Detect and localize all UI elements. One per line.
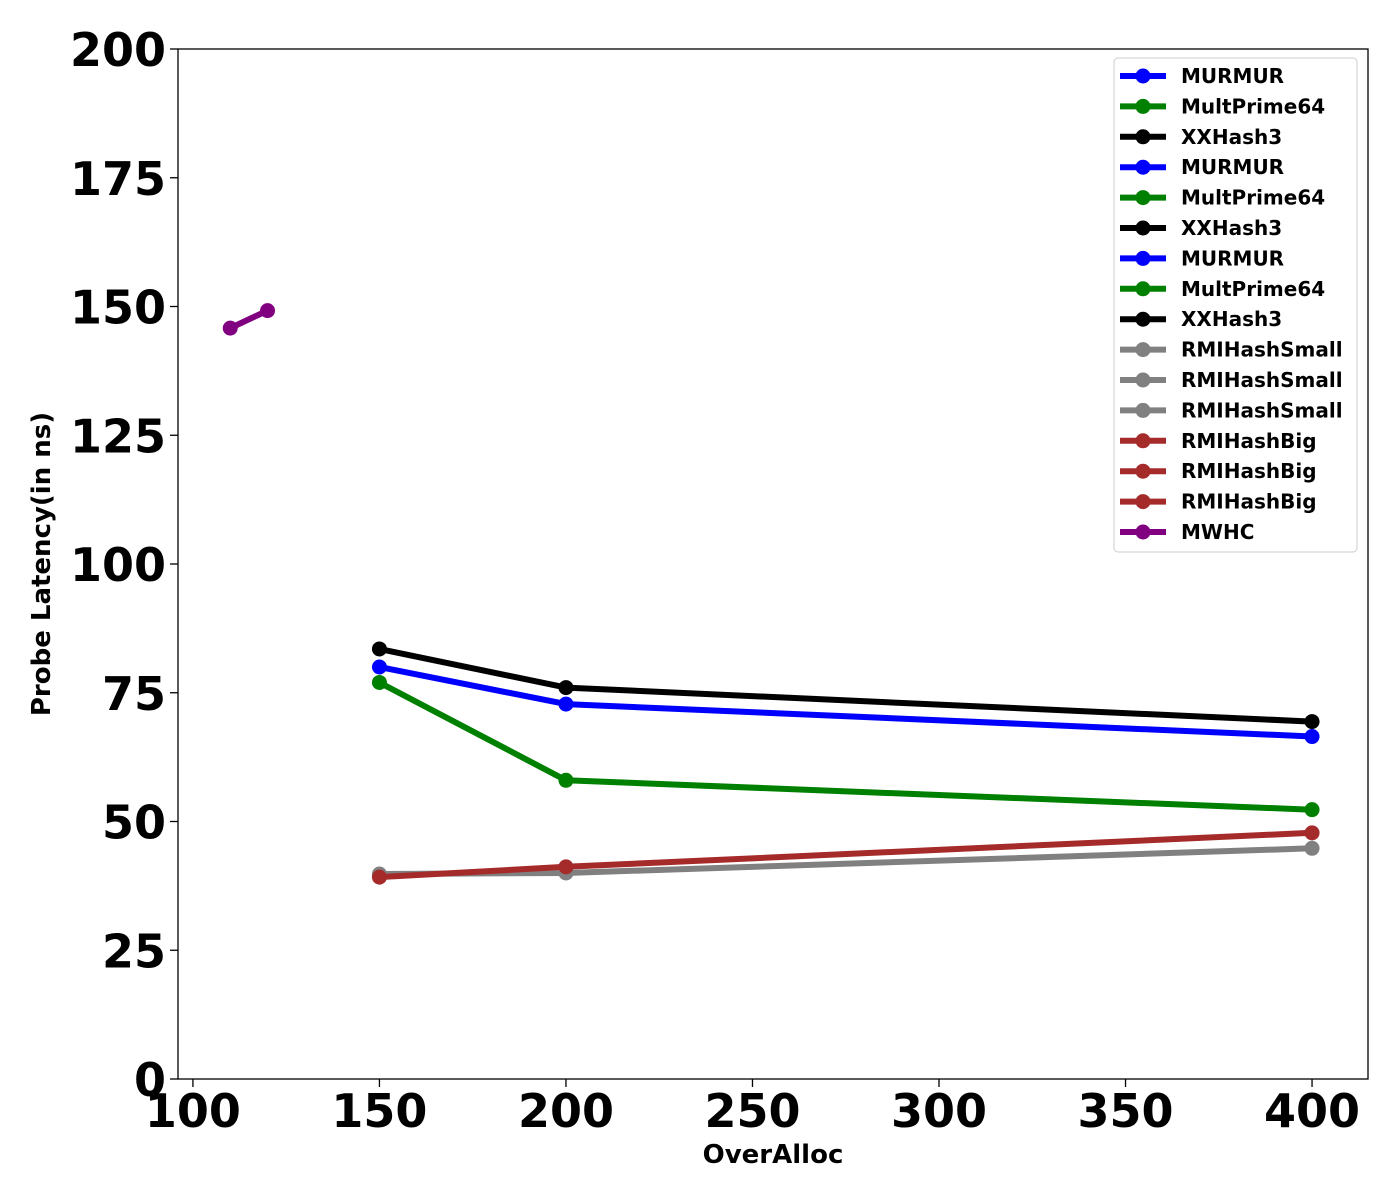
legend-label: MultPrime64 — [1181, 277, 1325, 301]
y-tick-label: 25 — [102, 924, 166, 978]
data-point — [558, 696, 574, 712]
legend-entry: RMIHashBig — [1120, 429, 1317, 453]
legend-entry: MURMUR — [1120, 155, 1284, 179]
legend-swatch-marker — [1135, 311, 1151, 327]
legend-label: MURMUR — [1181, 64, 1284, 88]
legend-entry: MURMUR — [1120, 246, 1284, 270]
legend-label: RMIHashBig — [1181, 459, 1317, 483]
legend-swatch-marker — [1135, 190, 1151, 206]
legend-entry: RMIHashSmall — [1120, 338, 1343, 362]
legend-entry: RMIHashSmall — [1120, 398, 1343, 422]
legend-label: RMIHashBig — [1181, 490, 1317, 514]
x-tick-label: 250 — [704, 1084, 800, 1138]
x-tick-label: 150 — [331, 1084, 427, 1138]
legend-label: MWHC — [1181, 520, 1254, 544]
data-point — [558, 859, 574, 875]
data-point — [371, 674, 387, 690]
legend-label: XXHash3 — [1181, 216, 1282, 240]
data-point — [1304, 825, 1320, 841]
legend-swatch-marker — [1135, 494, 1151, 510]
data-point — [371, 641, 387, 657]
data-point — [1304, 714, 1320, 730]
legend-label: XXHash3 — [1181, 307, 1282, 331]
data-point — [260, 303, 276, 319]
legend-label: MultPrime64 — [1181, 94, 1325, 118]
legend-box — [1113, 57, 1358, 553]
data-point — [1304, 840, 1320, 856]
y-tick-label: 100 — [70, 538, 166, 592]
legend-entry: MultPrime64 — [1120, 186, 1325, 210]
data-point — [558, 772, 574, 788]
legend-swatch-marker — [1135, 372, 1151, 388]
legend-label: XXHash3 — [1181, 125, 1282, 149]
y-tick-label: 0 — [134, 1053, 166, 1107]
y-tick-label: 125 — [70, 409, 166, 463]
legend-swatch-marker — [1135, 433, 1151, 449]
data-point — [371, 869, 387, 885]
y-tick-label: 200 — [70, 23, 166, 77]
legend-label: MURMUR — [1181, 246, 1284, 270]
legend-label: MURMUR — [1181, 155, 1284, 179]
x-tick-label: 350 — [1078, 1084, 1174, 1138]
data-point — [1304, 802, 1320, 818]
data-point — [558, 680, 574, 696]
x-tick-label: 400 — [1264, 1084, 1360, 1138]
legend-swatch-marker — [1135, 281, 1151, 297]
x-tick-label: 200 — [518, 1084, 614, 1138]
legend-swatch-marker — [1135, 68, 1151, 84]
legend-swatch-marker — [1135, 342, 1151, 358]
series-layer — [222, 303, 1320, 885]
legend-entry: XXHash3 — [1120, 307, 1282, 331]
y-axis: 0 25 50 75 100 125 150 175 200 — [70, 23, 178, 1107]
legend-entry: RMIHashBig — [1120, 459, 1317, 483]
legend-label: RMIHashSmall — [1181, 368, 1343, 392]
legend-swatch-marker — [1135, 98, 1151, 114]
data-point — [1304, 729, 1320, 745]
legend-entry: RMIHashSmall — [1120, 368, 1343, 392]
series-mwhc-15 — [222, 303, 276, 336]
legend-label: RMIHashSmall — [1181, 338, 1343, 362]
legend-entry: MultPrime64 — [1120, 94, 1325, 118]
series-multprime64-1 — [371, 674, 1320, 818]
x-axis-label: OverAlloc — [703, 1140, 844, 1170]
legend-swatch-marker — [1135, 250, 1151, 266]
legend-entry: MultPrime64 — [1120, 277, 1325, 301]
x-axis: 100 150 200 250 300 350 400 — [145, 1079, 1360, 1138]
legend-swatch-marker — [1135, 402, 1151, 418]
y-tick-label: 150 — [70, 281, 166, 335]
legend-swatch-marker — [1135, 463, 1151, 479]
series-xxhash3-2 — [371, 641, 1320, 730]
legend: MURMUR MultPrime64 XXHash3 MURMUR MultPrime6… — [1113, 57, 1358, 553]
legend-entry: RMIHashBig — [1120, 490, 1317, 514]
legend-swatch-marker — [1135, 524, 1151, 540]
series-murmur-0 — [371, 659, 1320, 745]
legend-entry: MWHC — [1120, 520, 1254, 544]
legend-swatch-marker — [1135, 129, 1151, 145]
data-point — [222, 320, 238, 336]
y-tick-label: 175 — [70, 152, 166, 206]
legend-entry: XXHash3 — [1120, 125, 1282, 149]
legend-label: RMIHashSmall — [1181, 398, 1343, 422]
legend-entry: XXHash3 — [1120, 216, 1282, 240]
x-tick-label: 300 — [891, 1084, 987, 1138]
legend-swatch-marker — [1135, 220, 1151, 236]
x-tick-label: 100 — [145, 1084, 241, 1138]
legend-swatch-marker — [1135, 159, 1151, 175]
legend-entry: MURMUR — [1120, 64, 1284, 88]
data-point — [371, 659, 387, 675]
y-tick-label: 50 — [102, 796, 166, 850]
y-tick-label: 75 — [102, 667, 166, 721]
legend-label: RMIHashBig — [1181, 429, 1317, 453]
series-rmihashbig-12 — [371, 825, 1320, 885]
legend-label: MultPrime64 — [1181, 186, 1325, 210]
y-axis-label: Probe Latency(in ns) — [27, 412, 57, 716]
